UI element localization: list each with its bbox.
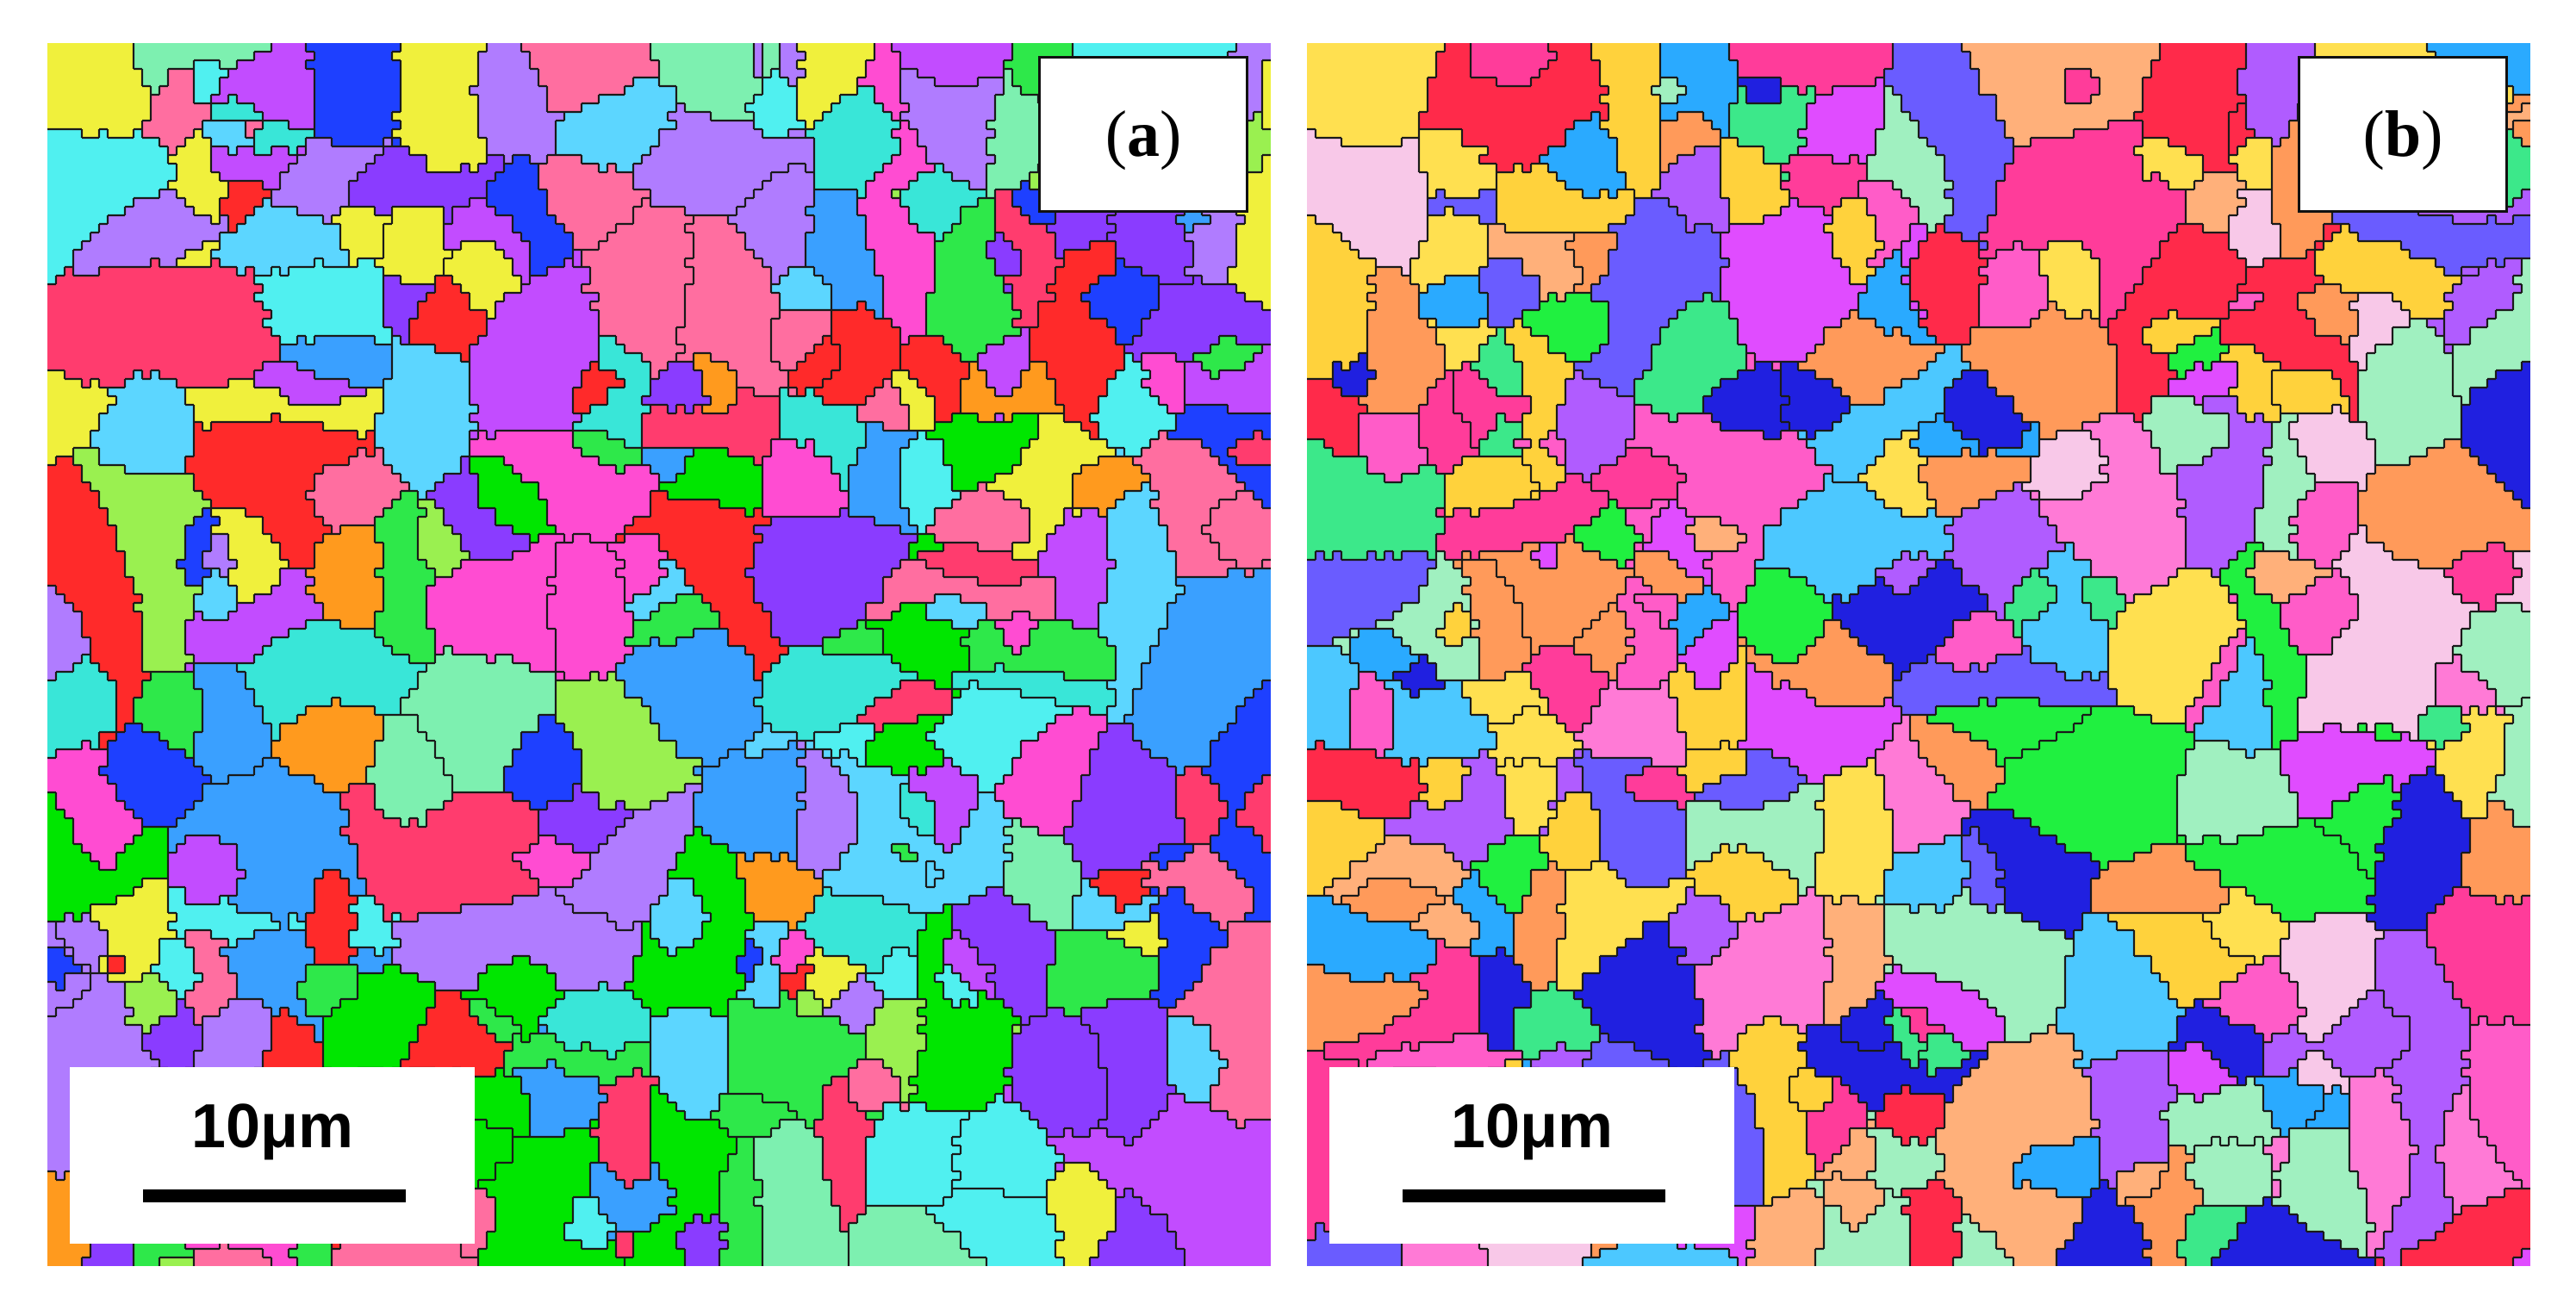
scale-bar [1403, 1189, 1665, 1202]
ebsd-map-panel-b: (b) 10μm [1307, 43, 2530, 1266]
grain-boundaries [1307, 43, 2530, 1266]
scale-bar [143, 1189, 406, 1202]
grain-boundaries [47, 43, 1271, 1266]
grain-fill [47, 43, 1271, 1266]
ebsd-map-panel-a: (a) 10μm [47, 43, 1271, 1266]
scale-bar-label: 10μm [190, 1092, 354, 1161]
scale-bar-label: 10μm [1450, 1092, 1614, 1161]
panel-label-b: (b) [2298, 56, 2508, 213]
panel-label-letter: a [1127, 97, 1160, 171]
grain-orientation-map-a [47, 43, 1271, 1266]
panel-label-letter: b [2384, 97, 2422, 171]
scale-bar-box-a: 10μm [70, 1067, 475, 1244]
scale-bar-box-b: 10μm [1329, 1067, 1734, 1244]
panel-label-a: (a) [1038, 56, 1248, 213]
